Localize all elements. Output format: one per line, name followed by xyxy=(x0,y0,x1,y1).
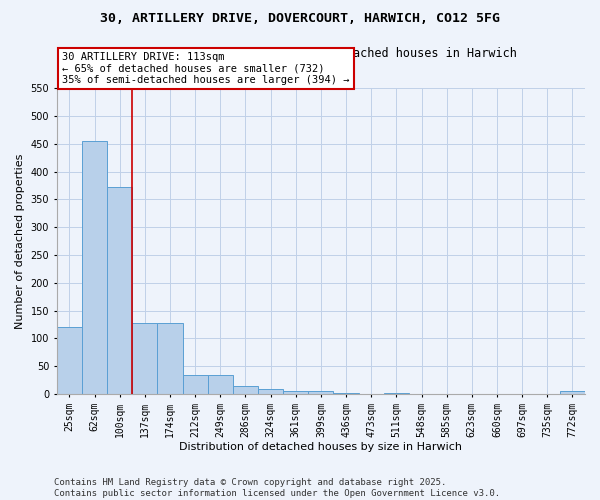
Bar xyxy=(334,393,359,394)
X-axis label: Distribution of detached houses by size in Harwich: Distribution of detached houses by size … xyxy=(179,442,463,452)
Bar xyxy=(107,186,132,394)
Bar xyxy=(208,374,233,394)
Bar xyxy=(560,392,585,394)
Bar xyxy=(233,386,258,394)
Bar xyxy=(308,390,334,394)
Title: Size of property relative to detached houses in Harwich: Size of property relative to detached ho… xyxy=(125,48,517,60)
Bar xyxy=(57,328,82,394)
Bar xyxy=(182,374,208,394)
Text: Contains HM Land Registry data © Crown copyright and database right 2025.
Contai: Contains HM Land Registry data © Crown c… xyxy=(54,478,500,498)
Bar xyxy=(157,323,182,394)
Bar xyxy=(283,392,308,394)
Text: 30 ARTILLERY DRIVE: 113sqm
← 65% of detached houses are smaller (732)
35% of sem: 30 ARTILLERY DRIVE: 113sqm ← 65% of deta… xyxy=(62,52,350,85)
Text: 30, ARTILLERY DRIVE, DOVERCOURT, HARWICH, CO12 5FG: 30, ARTILLERY DRIVE, DOVERCOURT, HARWICH… xyxy=(100,12,500,26)
Y-axis label: Number of detached properties: Number of detached properties xyxy=(15,154,25,328)
Bar xyxy=(258,389,283,394)
Bar xyxy=(132,323,157,394)
Bar xyxy=(82,141,107,394)
Bar xyxy=(384,393,409,394)
